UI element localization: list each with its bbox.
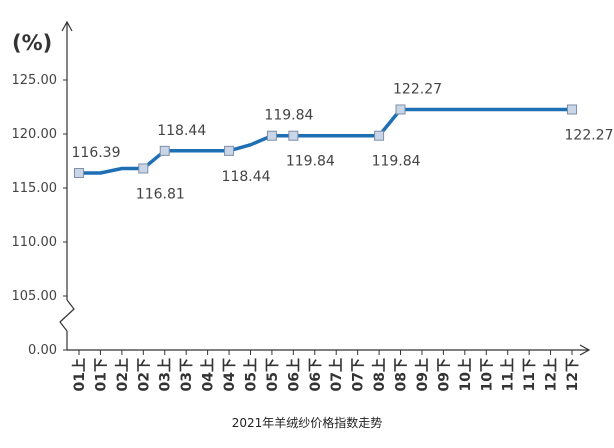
chart-title: 2021年羊绒纱价格指数走势 [231, 416, 383, 430]
x-tick-label: 11下 [522, 358, 538, 391]
axes [59, 20, 591, 356]
data-marker [567, 104, 577, 115]
data-marker [138, 163, 149, 174]
x-tick-label: 04下 [222, 358, 238, 391]
data-marker [74, 167, 84, 178]
data-marker [159, 145, 170, 156]
x-tick-label: 10下 [479, 358, 495, 391]
y-unit-label: (%) [12, 31, 52, 55]
marker-group [74, 104, 577, 178]
y-tick-label: 120.00 [12, 127, 58, 142]
x-tick-label: 10上 [458, 358, 474, 391]
x-tick-label: 01上 [72, 358, 88, 391]
data-label: 119.84 [286, 154, 335, 170]
data-marker [288, 130, 299, 141]
x-tick-label: 02上 [115, 358, 131, 391]
x-tick-label: 11上 [501, 358, 517, 391]
x-tick-label: 12上 [544, 358, 560, 391]
data-label: 122.27 [393, 81, 442, 97]
data-marker [374, 130, 385, 141]
y-axis-ticks: 0.00 105.00 110.00 115.00 120.00 125.00 [12, 73, 67, 358]
data-label: 122.27 [565, 127, 614, 143]
x-tick-label: 06上 [286, 358, 302, 391]
x-tick-label: 08上 [372, 358, 388, 391]
x-tick-label: 08下 [394, 358, 410, 391]
y-tick-label: 115.00 [12, 181, 58, 196]
x-axis-arrow-icon [579, 344, 591, 356]
x-tick-label: 12下 [565, 358, 581, 391]
data-label: 116.39 [72, 145, 121, 161]
x-tick-label: 03下 [179, 358, 195, 391]
y-tick-label: 125.00 [12, 73, 58, 88]
data-marker [395, 104, 406, 115]
x-tick-label: 06下 [308, 358, 324, 391]
x-tick-label: 03上 [158, 358, 174, 391]
y-tick-label: 0.00 [28, 343, 57, 358]
x-tick-label: 01下 [93, 358, 109, 391]
y-axis-break-symbol [59, 299, 75, 332]
y-tick-label: 110.00 [12, 235, 58, 250]
data-marker [224, 145, 235, 156]
x-tick-label: 09下 [436, 358, 452, 391]
y-axis-arrow-icon [61, 20, 73, 32]
x-tick-label: 05下 [265, 358, 281, 391]
x-tick-label: 07下 [351, 358, 367, 391]
x-tick-label: 02下 [136, 358, 152, 391]
data-label: 118.44 [222, 169, 271, 185]
x-tick-label: 09上 [415, 358, 431, 391]
data-label-group: 116.39 116.81 118.44 118.44 119.84 119.84 119.… [72, 81, 614, 202]
data-label: 116.81 [136, 186, 185, 202]
x-tick-label: 05上 [243, 358, 259, 391]
x-tick-label: 04上 [201, 358, 217, 391]
data-marker [266, 130, 277, 141]
x-tick-label: 07上 [329, 358, 345, 391]
data-label: 118.44 [157, 123, 206, 139]
x-axis-ticks: 01上 01下 02上 02下 03上 03下 04上 04下 05上 05下 06上 06下 07上 0… [72, 350, 581, 391]
data-label: 119.84 [372, 154, 421, 170]
y-tick-label: 105.00 [12, 289, 58, 304]
data-label: 119.84 [264, 108, 313, 124]
